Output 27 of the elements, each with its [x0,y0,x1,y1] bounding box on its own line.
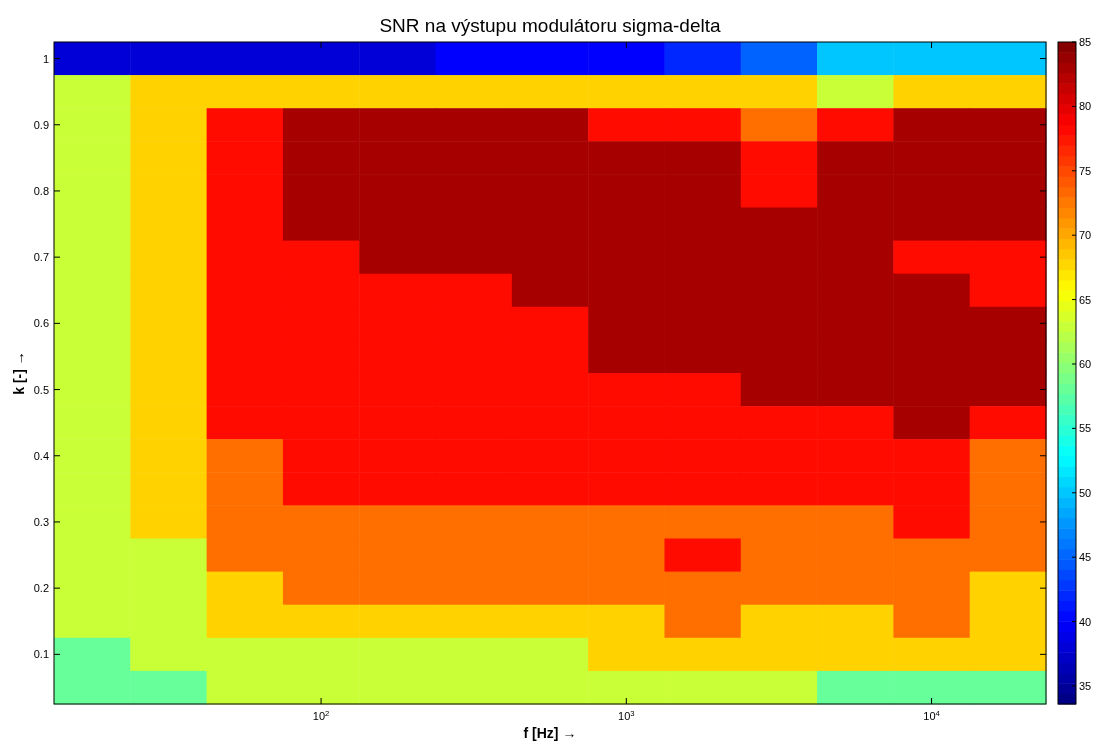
x-tick-label: 10$^{2}$ [312,708,330,722]
color-bar-label: 75 [1079,164,1092,177]
y-tick-label: 0.6 [33,317,49,330]
color-bar-label: 40 [1079,615,1092,628]
color-bar-label: 55 [1079,422,1092,435]
color-bar-label: 65 [1079,293,1092,306]
color-bar-label: 50 [1079,486,1092,499]
color-bar-label: 60 [1079,357,1092,370]
y-tick-label: 0.3 [33,515,49,528]
chart-title: SNR na výstupu modulátoru sigma-delta [379,15,721,36]
color-bar-label: 35 [1079,679,1092,692]
x-tick-label: 10$^{4}$ [923,708,941,722]
color-bar-label: 85 [1079,36,1092,48]
y-tick-label: 0.1 [33,648,49,661]
color-bar-label: 70 [1079,229,1092,242]
color-bar-label: 45 [1079,551,1092,564]
y-tick-label: 1 [42,52,49,65]
y-tick-label: 0.5 [33,383,49,396]
y-tick-label: 0.9 [33,118,49,131]
x-axis-title: f [Hz] → [523,725,577,741]
x-tick-label: 10$^{3}$ [618,708,635,722]
color-bar-label: 80 [1079,100,1092,113]
y-axis-title: k [-] → [11,351,27,395]
y-tick-label: 0.4 [33,449,49,462]
y-tick-label: 0.8 [33,184,49,197]
y-tick-label: 0.7 [33,251,49,264]
y-tick-label: 0.2 [33,582,49,595]
